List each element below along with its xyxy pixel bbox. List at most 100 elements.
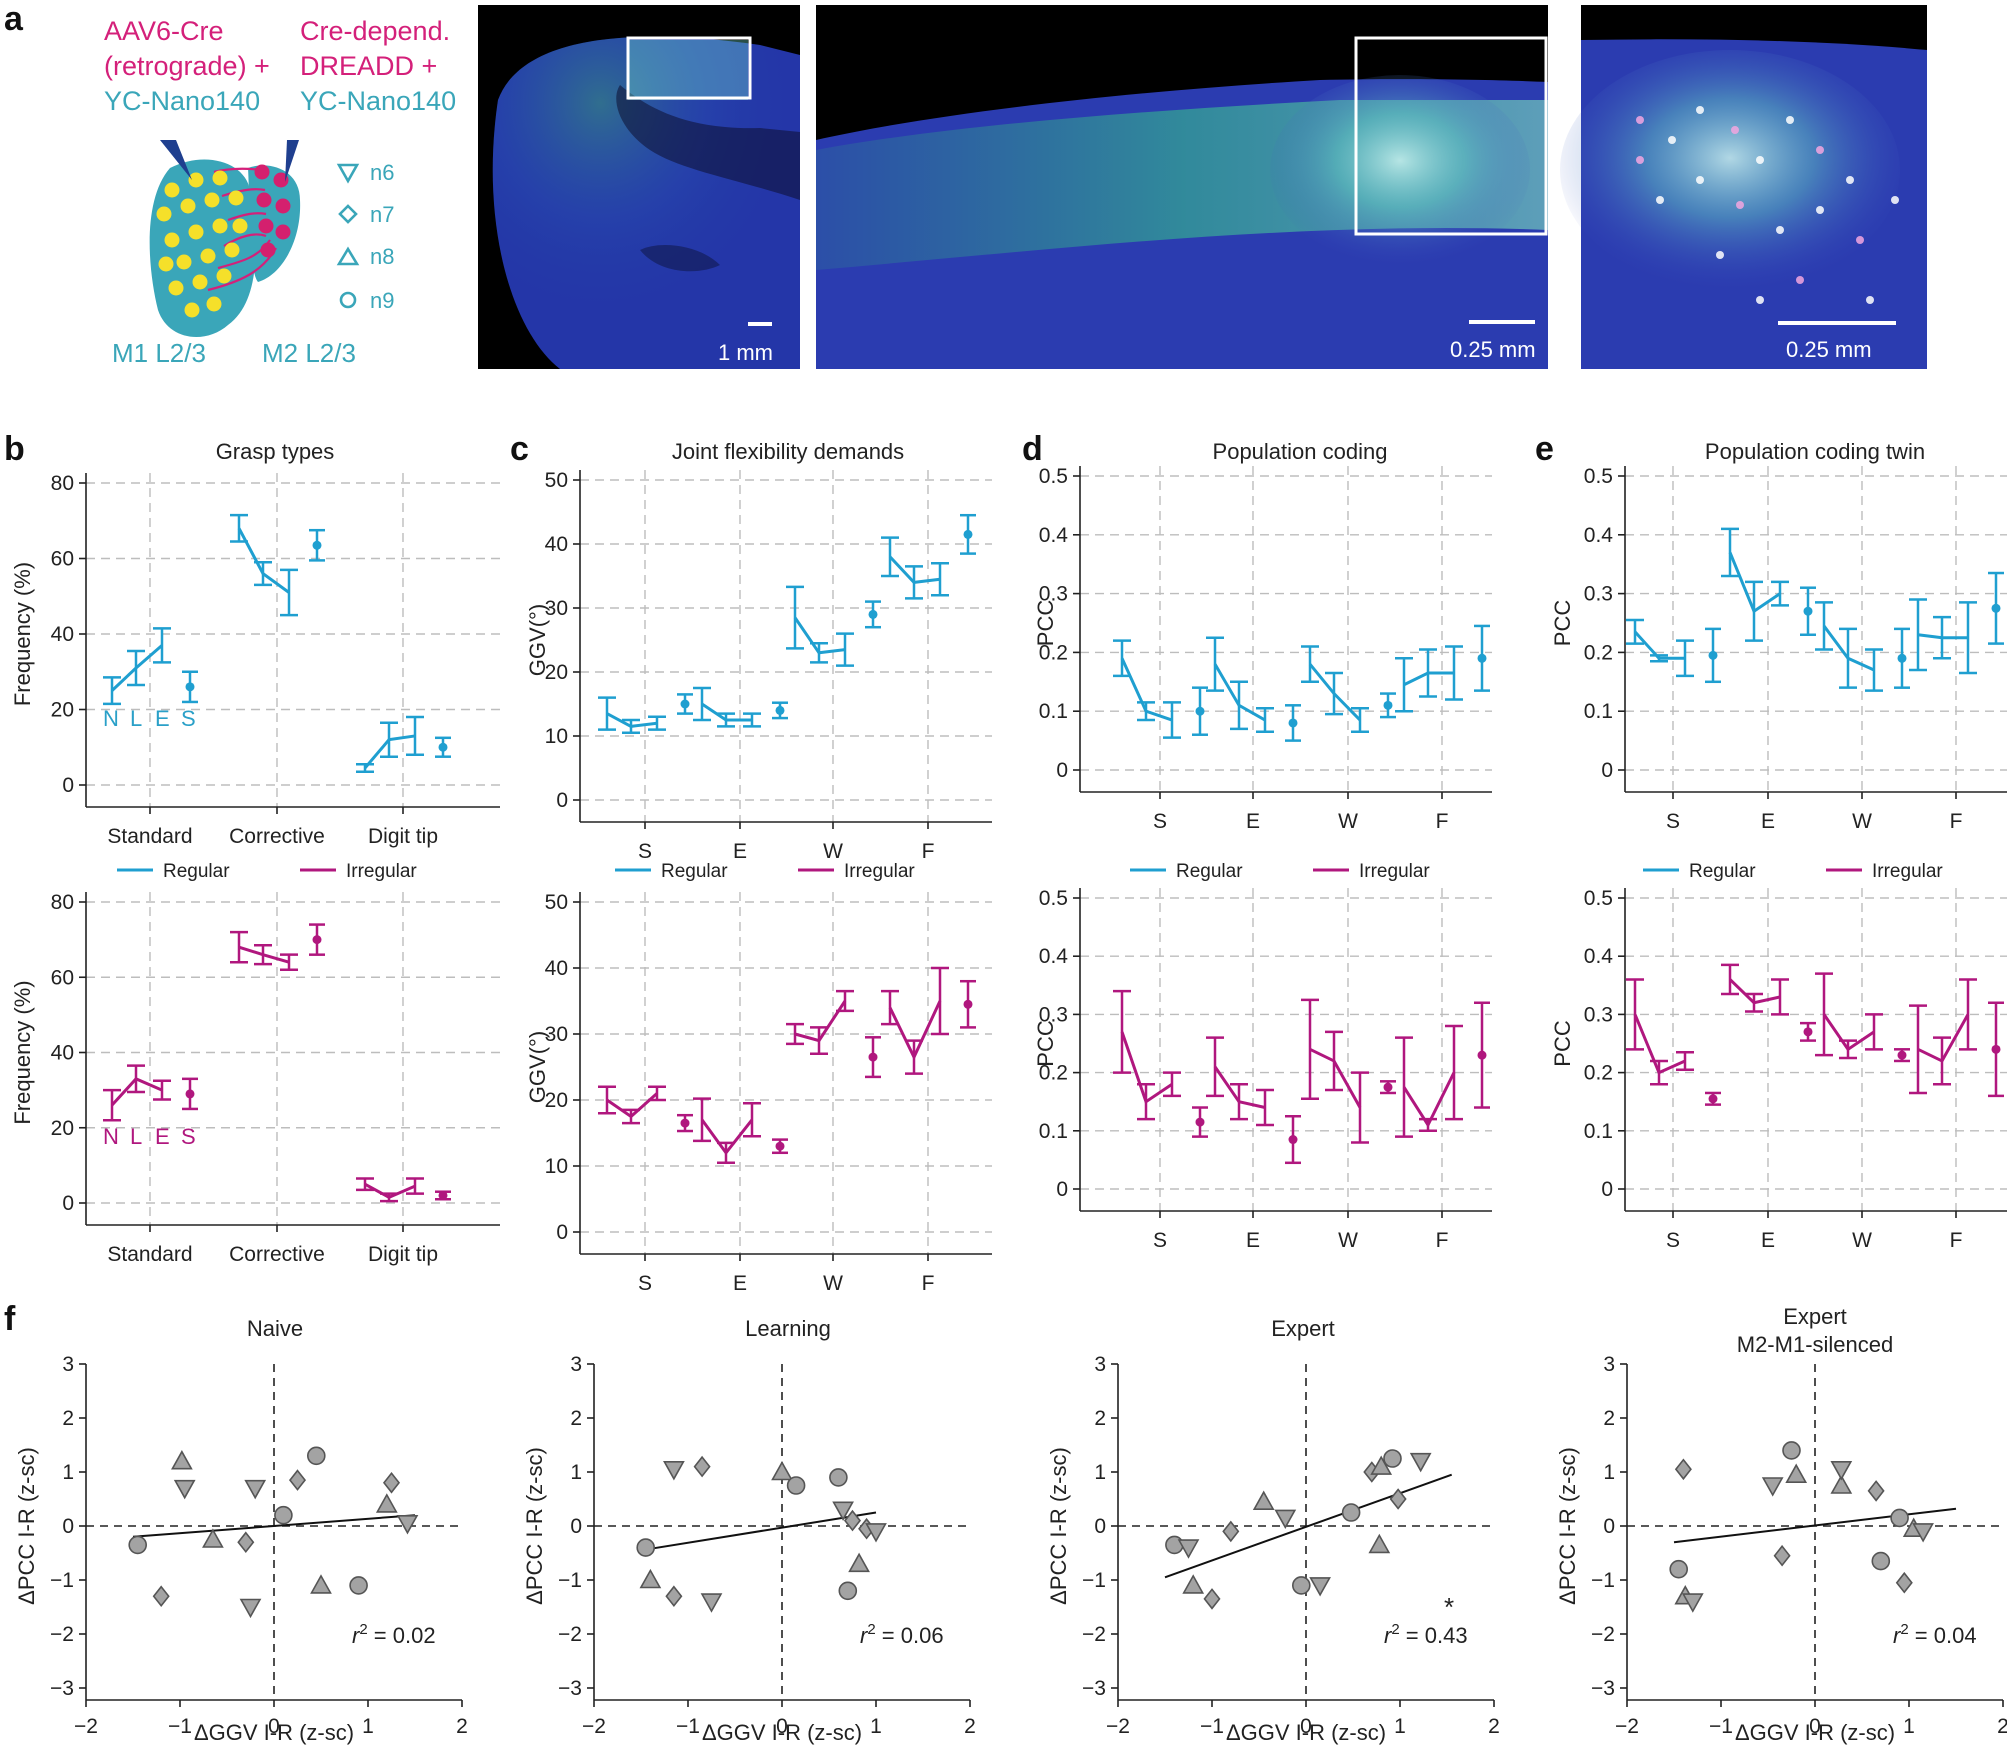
circle-marker-icon	[274, 1505, 293, 1525]
cell-dot	[1716, 251, 1724, 259]
tri-down-marker-icon	[865, 1523, 887, 1543]
m1-cell-dot	[164, 232, 180, 248]
mean-point	[1195, 1117, 1205, 1127]
mean-point	[312, 540, 322, 550]
x-tick-label: S	[638, 840, 652, 863]
grasp-abbrev-l: L	[130, 1124, 142, 1149]
y-tick-label: 3	[62, 1353, 74, 1376]
panel-label-d: d	[1022, 430, 1043, 468]
y-tick-label: −3	[558, 1677, 582, 1700]
y-tick-label: 0	[1601, 1178, 1613, 1201]
x-tick-label: W	[1852, 1229, 1872, 1252]
x-tick-label: W	[823, 840, 843, 863]
chart-title: Expert	[1271, 1316, 1335, 1341]
chart-b-bottom: 0 20 40 60 80 Standard Corrective Digit tip Freq…	[10, 891, 500, 1266]
fit-line	[132, 1514, 416, 1538]
x-tick-label: 0	[268, 1715, 280, 1738]
x-tick-label: −1	[676, 1715, 700, 1738]
category-group	[881, 513, 976, 600]
triangle-marker-icon	[1368, 1533, 1391, 1554]
r2-value: = 0.06	[876, 1623, 944, 1648]
tri-down-marker-icon	[396, 1515, 419, 1535]
tri-down-marker-icon	[1681, 1593, 1704, 1613]
circle-marker-icon	[1292, 1576, 1311, 1595]
mean-point	[1383, 700, 1393, 710]
legend-regular-label: Regular	[1689, 861, 1756, 882]
y-tick-label: 0.5	[1039, 887, 1068, 910]
x-tick-label: F	[922, 840, 935, 863]
diamond-marker-icon	[237, 1531, 255, 1553]
triangle-marker-icon	[639, 1568, 662, 1589]
cell-dot	[1656, 196, 1664, 204]
tri-down-marker-icon	[1177, 1539, 1200, 1559]
mean-point	[680, 699, 690, 709]
y-tick-label: 0	[62, 774, 74, 797]
y-tick-label: 10	[545, 725, 568, 748]
injection-left-line-3: YC-Nano140	[104, 86, 260, 116]
category-group	[1113, 989, 1208, 1138]
mean-point	[775, 705, 785, 715]
x-tick-label: 1	[1394, 1715, 1406, 1738]
cell-dot	[1816, 146, 1824, 154]
m2-cell-dot	[254, 164, 270, 180]
m1-cell-dot	[228, 190, 244, 206]
circle-marker-icon	[829, 1468, 848, 1487]
chart-title: Naive	[247, 1316, 303, 1341]
grasp-abbrev-s: S	[181, 706, 196, 731]
r2-symbol: r	[352, 1623, 361, 1648]
y-tick-label: 0.5	[1039, 465, 1068, 488]
m2-cells	[254, 164, 291, 258]
x-tick-label: −1	[1200, 1715, 1224, 1738]
cell-dot	[1756, 296, 1764, 304]
chart-title-line-2: M2-M1-silenced	[1737, 1332, 1894, 1357]
y-tick-label: 2	[1094, 1407, 1106, 1430]
animal-label-n8: n8	[370, 244, 394, 269]
mean-point	[185, 1089, 195, 1099]
y-tick-label: 0.4	[1584, 945, 1614, 968]
scalebar-2	[1469, 320, 1535, 324]
chart-title: Joint flexibility demands	[672, 439, 904, 464]
cell-dot	[1846, 176, 1854, 184]
triangle-marker-icon	[375, 1493, 398, 1513]
category-group	[598, 693, 693, 735]
x-tick-label: 1	[870, 1715, 882, 1738]
x-tick-label: −2	[582, 1715, 606, 1738]
marker-diamond-icon	[338, 204, 358, 224]
circle-marker-icon	[1782, 1441, 1801, 1460]
r2-value: = 0.04	[1909, 1623, 1977, 1648]
triangle-marker-icon	[848, 1552, 870, 1573]
animal-label-n7: n7	[370, 202, 394, 227]
y-tick-label: 0	[1601, 759, 1613, 782]
m2-cell-dot	[275, 224, 291, 240]
category-group	[1626, 978, 1721, 1106]
cell-dot	[1786, 116, 1794, 124]
y-tick-label: −2	[50, 1623, 74, 1646]
y-tick-label: 40	[51, 623, 74, 646]
category-group	[598, 1085, 693, 1133]
y-tick-label: −2	[558, 1623, 582, 1646]
y-tick-label: 0.3	[1584, 583, 1613, 606]
cell-dot	[1736, 201, 1744, 209]
injection-left-line-2: (retrograde) +	[104, 51, 270, 81]
y-tick-label: 1	[62, 1461, 74, 1484]
r2-annotation: r2 = 0.43	[1384, 1621, 1468, 1648]
category-group	[786, 989, 881, 1079]
animal-label-n9: n9	[370, 288, 394, 313]
tri-down-marker-icon	[1309, 1577, 1331, 1597]
y-tick-label: 0	[1056, 759, 1068, 782]
y-tick-label: −1	[558, 1569, 582, 1592]
m2-cell-dot	[258, 218, 274, 234]
m1-cell-dot	[156, 206, 172, 222]
x-axis-label: ΔGGV I-R (z-sc)	[194, 1720, 354, 1745]
tri-down-marker-icon	[173, 1479, 196, 1500]
category-group	[693, 686, 788, 728]
x-tick-label: S	[1153, 1229, 1167, 1252]
diamond-marker-icon	[288, 1469, 307, 1491]
y-axis-label: PCC	[1033, 600, 1058, 647]
x-axis-label: ΔGGV I-R (z-sc)	[1735, 1720, 1895, 1745]
x-tick-label: −1	[1709, 1715, 1733, 1738]
scalebar-1-label: 1 mm	[718, 340, 773, 365]
